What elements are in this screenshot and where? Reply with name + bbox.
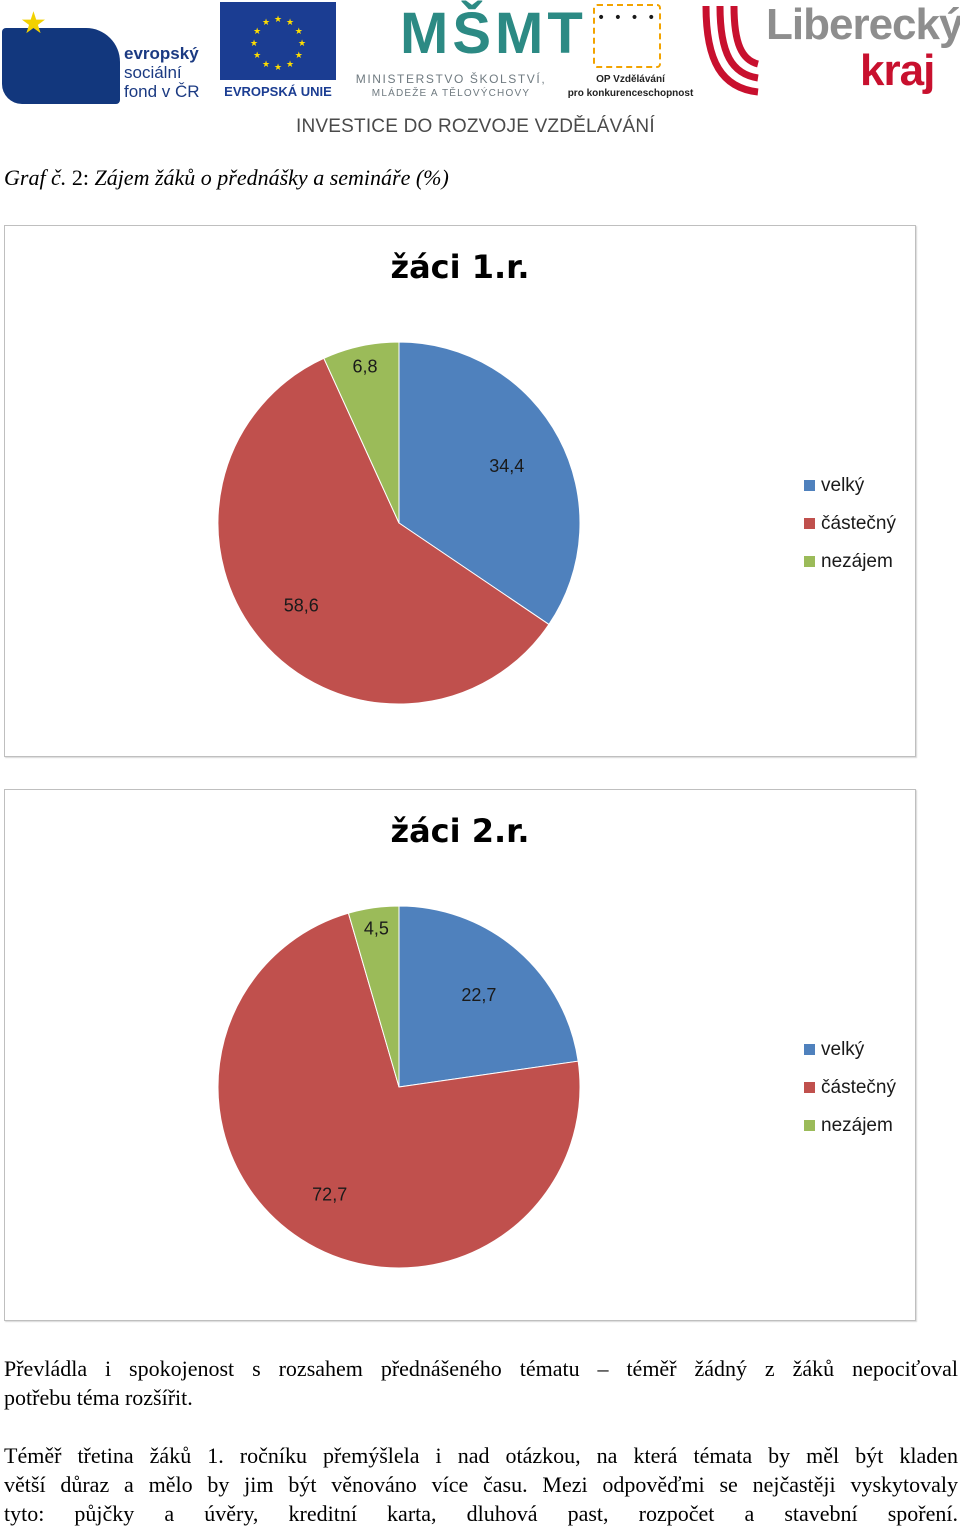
eu-star-icon: ★ (262, 18, 270, 28)
esf-text: evropský sociální fond v ČR (124, 44, 200, 101)
eu-stars-icon: ★ ★★★★★★★★★★★ (250, 15, 306, 73)
dots-icon: • • • • (597, 10, 658, 26)
esf-mark (2, 28, 120, 104)
eu-flag: ★ ★ ★ ★ ★ ★ ★ ★ ★ ★ ★ ★ (220, 2, 336, 80)
paragraph-2-line-3: tyto: půjčky a úvěry, kreditní karta, dl… (4, 1501, 958, 1526)
esf-line-2: sociální (124, 63, 182, 82)
kraj-curves-icon (702, 5, 760, 96)
caption-number: Graf č. (4, 165, 67, 190)
pie-chart-1: žáci 1.r. 34,4 58,6 6,8 velký částečný nezájem (217, 248, 896, 705)
eu-star-icon: ★ (262, 60, 270, 70)
chart-title: žáci 1.r. (390, 248, 529, 286)
eu-text: EVROPSKÁ UNIE (224, 84, 332, 99)
data-label: 6,8 (352, 357, 377, 377)
esf-line-3: fond v ČR (124, 82, 200, 101)
eu-star-icon: ★ (298, 39, 306, 49)
legend-swatch (804, 1120, 815, 1131)
esf-logo: ★ evropský sociální fond v ČR (2, 0, 212, 105)
paragraph-1: Převládla i spokojenost s rozsahem předn… (4, 1354, 958, 1412)
op-logo: • • • • OP Vzdělávání pro konkurencescho… (563, 0, 698, 105)
data-label: 4,5 (364, 919, 389, 939)
data-label: 22,7 (461, 985, 496, 1005)
eu-star-icon: ★ (286, 18, 294, 28)
paragraph-2: Téměř třetina žáků 1. ročníku přemýšlela… (4, 1441, 958, 1528)
legend-label: nezájem (821, 1115, 893, 1136)
eu-star-icon: ★ (253, 51, 261, 61)
paragraph-1-line-1: Převládla i spokojenost s rozsahem předn… (4, 1356, 958, 1381)
msmt-line-2: MLÁDEŽE A TĚLOVÝCHOVY (371, 88, 531, 99)
op-line-2: pro konkurenceschopnost (567, 88, 694, 99)
kraj-line-2: kraj (860, 46, 935, 95)
legend-label: nezájem (821, 551, 893, 572)
legend-swatch (804, 556, 815, 567)
star-icon: ★ (20, 6, 47, 41)
paragraph-1-line-2: potřebu téma rozšířit. (4, 1385, 193, 1410)
data-label: 34,4 (489, 456, 524, 476)
kraj-line-1: Liberecký (766, 0, 960, 49)
liberecky-kraj-logo: Liberecký kraj (700, 0, 960, 105)
pie-slice (323, 341, 400, 524)
eu-star-icon: ★ (274, 63, 282, 73)
msmt-mark: MŠMT (400, 1, 587, 66)
eu-logo: ★ ★ ★ ★ ★ ★ ★ ★ ★ ★ ★ ★ EVROPSKÁ UNIE (218, 0, 338, 105)
logo-bar: ★ evropský sociální fond v ČR ★ ★ ★ ★ ★ ★ ★ ★ ★ ★… (0, 0, 960, 140)
eu-star-icon: ★ (286, 60, 294, 70)
eu-star-icon: ★ (295, 51, 303, 61)
data-label: 72,7 (312, 1185, 347, 1205)
legend-swatch (804, 1044, 815, 1055)
pie-chart-2: žáci 2.r. 22,7 72,7 4,5 velký částečný nezájem (217, 812, 896, 1269)
paragraph-2-line-2: větší důraz a mělo by jim být věnováno v… (4, 1472, 958, 1497)
legend-label: částečný (821, 513, 896, 534)
op-line-1: OP Vzdělávání (596, 74, 665, 85)
legend-label: velký (821, 475, 865, 496)
msmt-line-1: MINISTERSTVO ŠKOLSTVÍ, (355, 72, 547, 86)
msmt-logo: MŠMT MINISTERSTVO ŠKOLSTVÍ, MLÁDEŽE A TĚ… (346, 0, 583, 105)
eu-star-icon: ★ (250, 39, 258, 49)
legend-label: částečný (821, 1077, 896, 1098)
caption-text: Zájem žáků o přednášky a semináře (%) (94, 165, 449, 190)
pie-slice (217, 357, 550, 705)
paragraph-2-line-1: Téměř třetina žáků 1. ročníku přemýšlela… (4, 1443, 958, 1468)
data-label: 58,6 (284, 596, 319, 616)
op-frame-icon (593, 4, 661, 68)
chart-2: žáci 2.r. 22,7 72,7 4,5 velký částečný nezájem (4, 789, 916, 1321)
pie-slice (398, 341, 581, 626)
legend-swatch (804, 1082, 815, 1093)
legend-swatch (804, 518, 815, 529)
chart-title: žáci 2.r. (390, 812, 529, 850)
pie-slice (347, 905, 400, 1088)
pie-slice (217, 912, 581, 1269)
esf-line-1: evropský (124, 44, 199, 63)
pie-slice (398, 905, 579, 1088)
figure-caption: Graf č. 2: Zájem žáků o přednášky a semi… (4, 165, 449, 191)
legend-label: velký (821, 1039, 865, 1060)
legend-swatch (804, 480, 815, 491)
eu-star-icon: ★ (253, 27, 261, 37)
tagline: INVESTICE DO ROZVOJE VZDĚLÁVÁNÍ (296, 116, 655, 137)
caption-number-value: 2: (66, 165, 95, 190)
eu-star-icon: ★ (274, 15, 282, 25)
chart-1: žáci 1.r. 34,4 58,6 6,8 velký částečný nezájem (4, 225, 916, 757)
eu-star-icon: ★ (295, 27, 303, 37)
